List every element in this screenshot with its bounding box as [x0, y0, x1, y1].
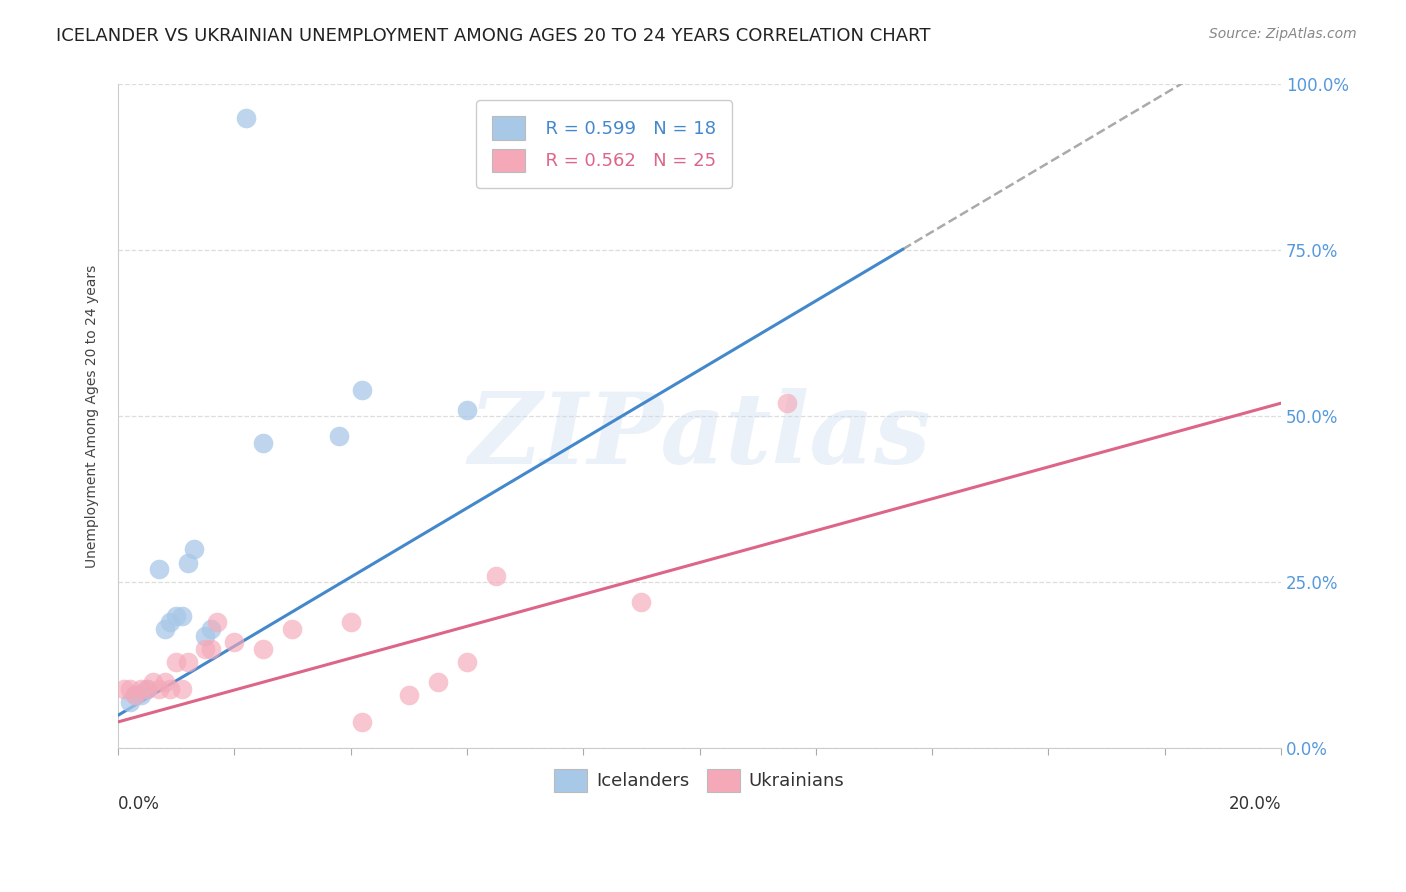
Point: [205, 615, 228, 630]
Point: [136, 681, 159, 696]
Point: [224, 635, 246, 649]
Point: [118, 681, 141, 696]
Point: [456, 402, 478, 417]
Point: [776, 396, 799, 410]
Point: [159, 681, 181, 696]
Point: [142, 675, 165, 690]
Point: [131, 689, 153, 703]
Point: [194, 629, 217, 643]
Text: Source: ZipAtlas.com: Source: ZipAtlas.com: [1209, 27, 1357, 41]
Text: 0.0%: 0.0%: [118, 795, 160, 813]
Point: [252, 436, 274, 450]
Point: [352, 714, 374, 729]
Point: [252, 641, 274, 656]
Point: [124, 689, 146, 703]
Point: [194, 641, 217, 656]
Point: [398, 689, 420, 703]
Point: [177, 655, 200, 669]
Point: [630, 595, 652, 609]
Point: [200, 622, 222, 636]
Point: [200, 641, 222, 656]
Point: [170, 681, 193, 696]
Point: [456, 655, 478, 669]
Point: [183, 542, 205, 557]
Point: [235, 111, 257, 125]
Point: [165, 608, 187, 623]
Point: [177, 556, 200, 570]
Point: [165, 655, 187, 669]
Point: [112, 681, 135, 696]
Text: ZIPatlas: ZIPatlas: [468, 388, 931, 484]
Point: [153, 622, 176, 636]
Y-axis label: Unemployment Among Ages 20 to 24 years: Unemployment Among Ages 20 to 24 years: [86, 265, 100, 568]
Text: 20.0%: 20.0%: [1229, 795, 1281, 813]
Point: [170, 608, 193, 623]
Point: [159, 615, 181, 630]
Point: [426, 675, 449, 690]
Point: [352, 383, 374, 397]
Point: [148, 681, 170, 696]
Point: [131, 681, 153, 696]
Legend: Icelanders, Ukrainians: Icelanders, Ukrainians: [547, 762, 852, 799]
Text: ICELANDER VS UKRAINIAN UNEMPLOYMENT AMONG AGES 20 TO 24 YEARS CORRELATION CHART: ICELANDER VS UKRAINIAN UNEMPLOYMENT AMON…: [56, 27, 931, 45]
Point: [153, 675, 176, 690]
Point: [339, 615, 361, 630]
Point: [485, 569, 508, 583]
Point: [328, 429, 350, 443]
Point: [118, 695, 141, 709]
Point: [124, 689, 146, 703]
Point: [281, 622, 304, 636]
Point: [148, 562, 170, 576]
Point: [136, 681, 159, 696]
